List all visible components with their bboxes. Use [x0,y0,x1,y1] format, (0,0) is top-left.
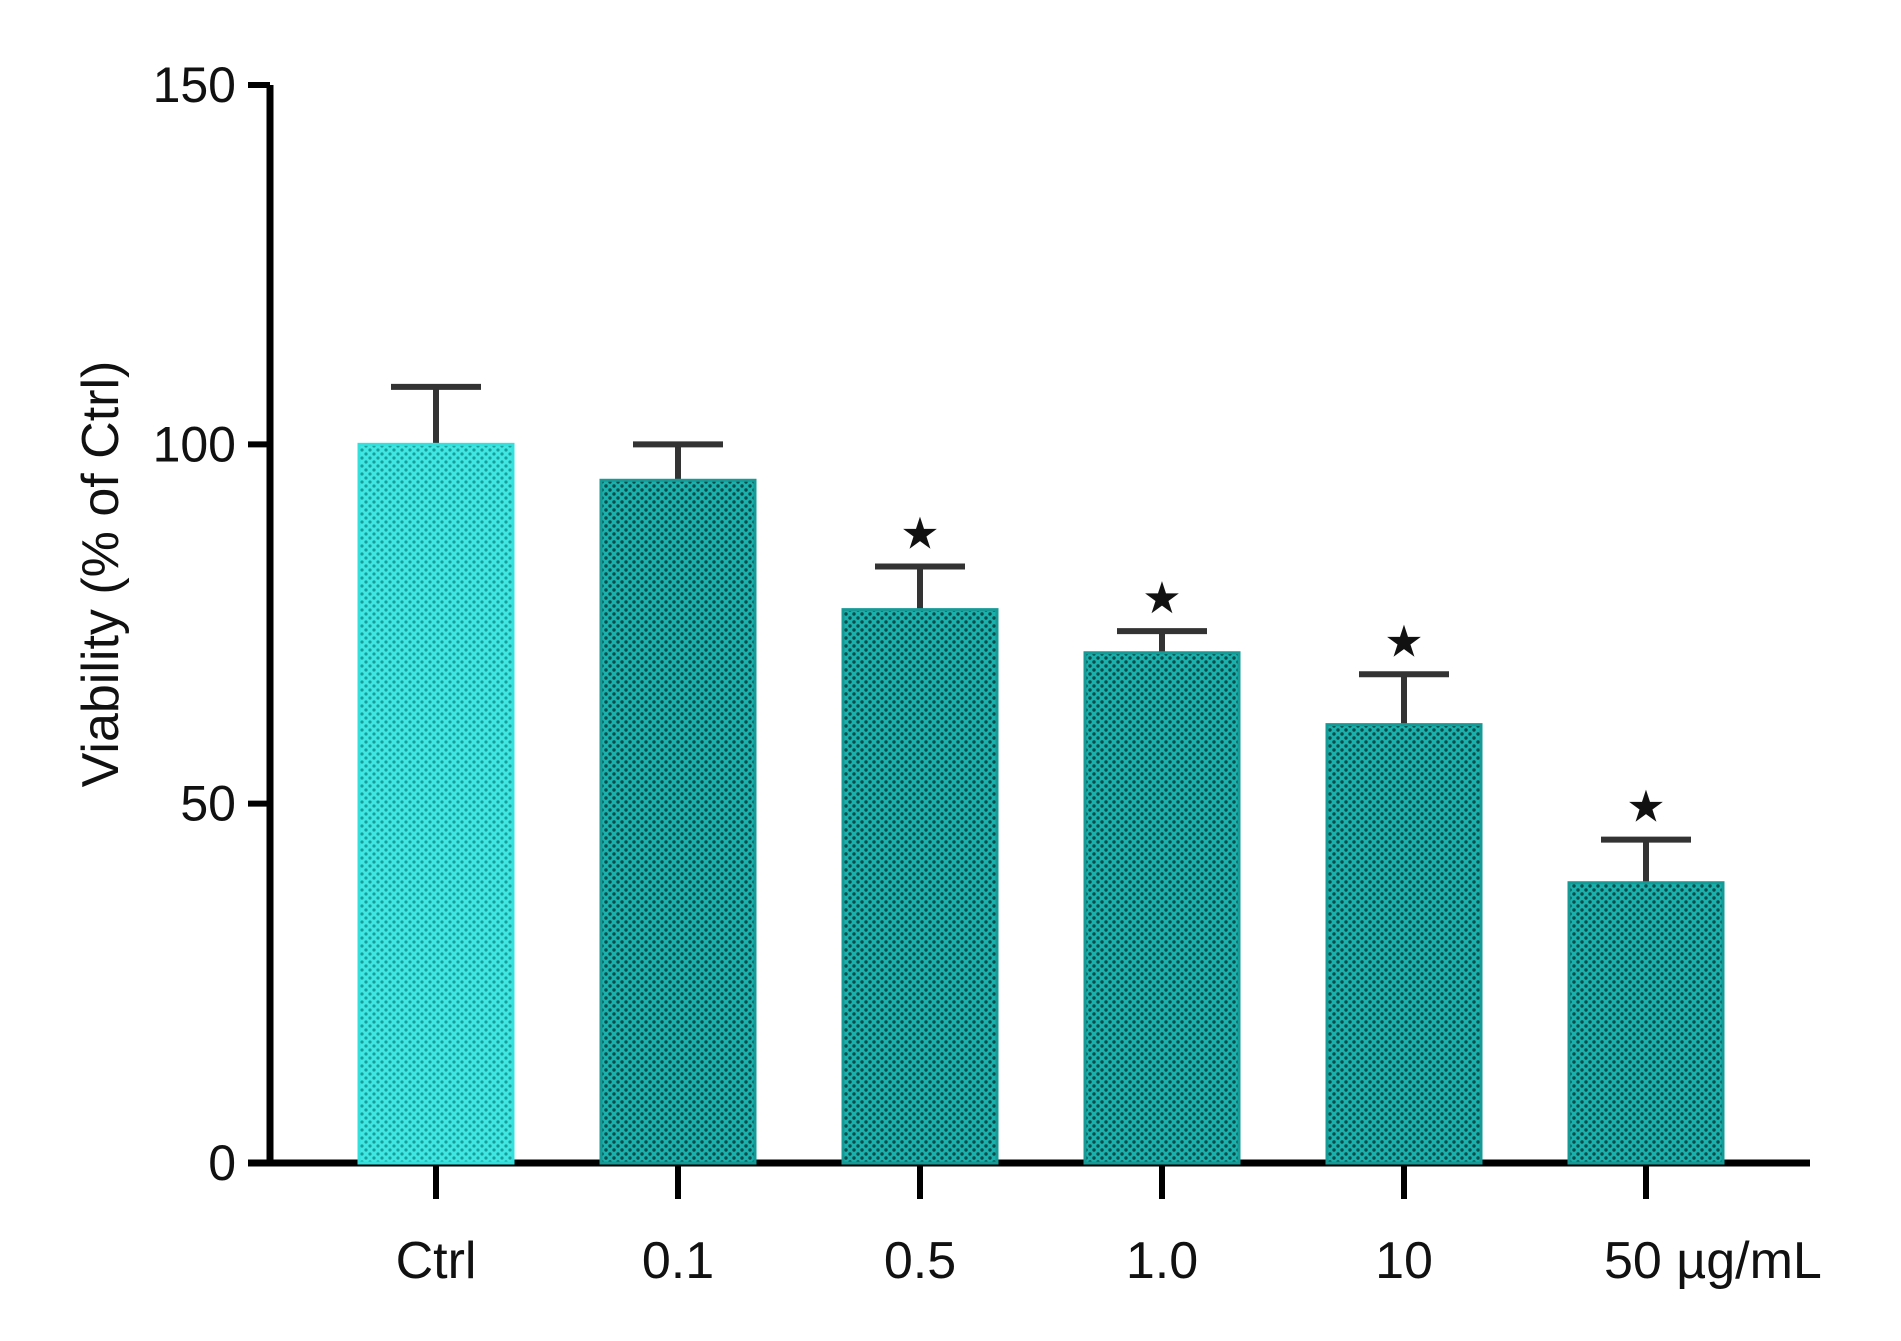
significance-mark: ★ [1384,617,1423,666]
y-tick-label: 50 [180,776,236,832]
x-tick-label: 0.1 [642,1232,714,1290]
x-tick-label: Ctrl [396,1232,477,1290]
bar [841,608,999,1165]
y-tick-label: 100 [153,416,236,472]
significance-mark: ★ [1626,783,1665,832]
bar [1325,723,1483,1165]
significance-mark: ★ [900,510,939,559]
x-tick-label: 0.5 [884,1232,956,1290]
y-tick-label: 0 [208,1135,236,1191]
bar [357,442,515,1165]
bar [1083,651,1241,1165]
bar [1567,881,1725,1165]
y-tick-label: 150 [153,57,236,113]
x-tick-label: 1.0 [1126,1232,1198,1290]
y-axis-title: Viability (% of Ctrl) [72,361,130,788]
x-tick-label: 50 µg/mL [1604,1232,1822,1290]
labels-layer: 0 50 100 150 Viability (% of Ctrl) Ctrl 0.1 0.5… [72,57,1822,1290]
significance-mark: ★ [1142,574,1181,623]
bar [599,478,757,1165]
x-tick-label: 10 [1375,1232,1433,1290]
bars-layer [357,383,1725,1165]
